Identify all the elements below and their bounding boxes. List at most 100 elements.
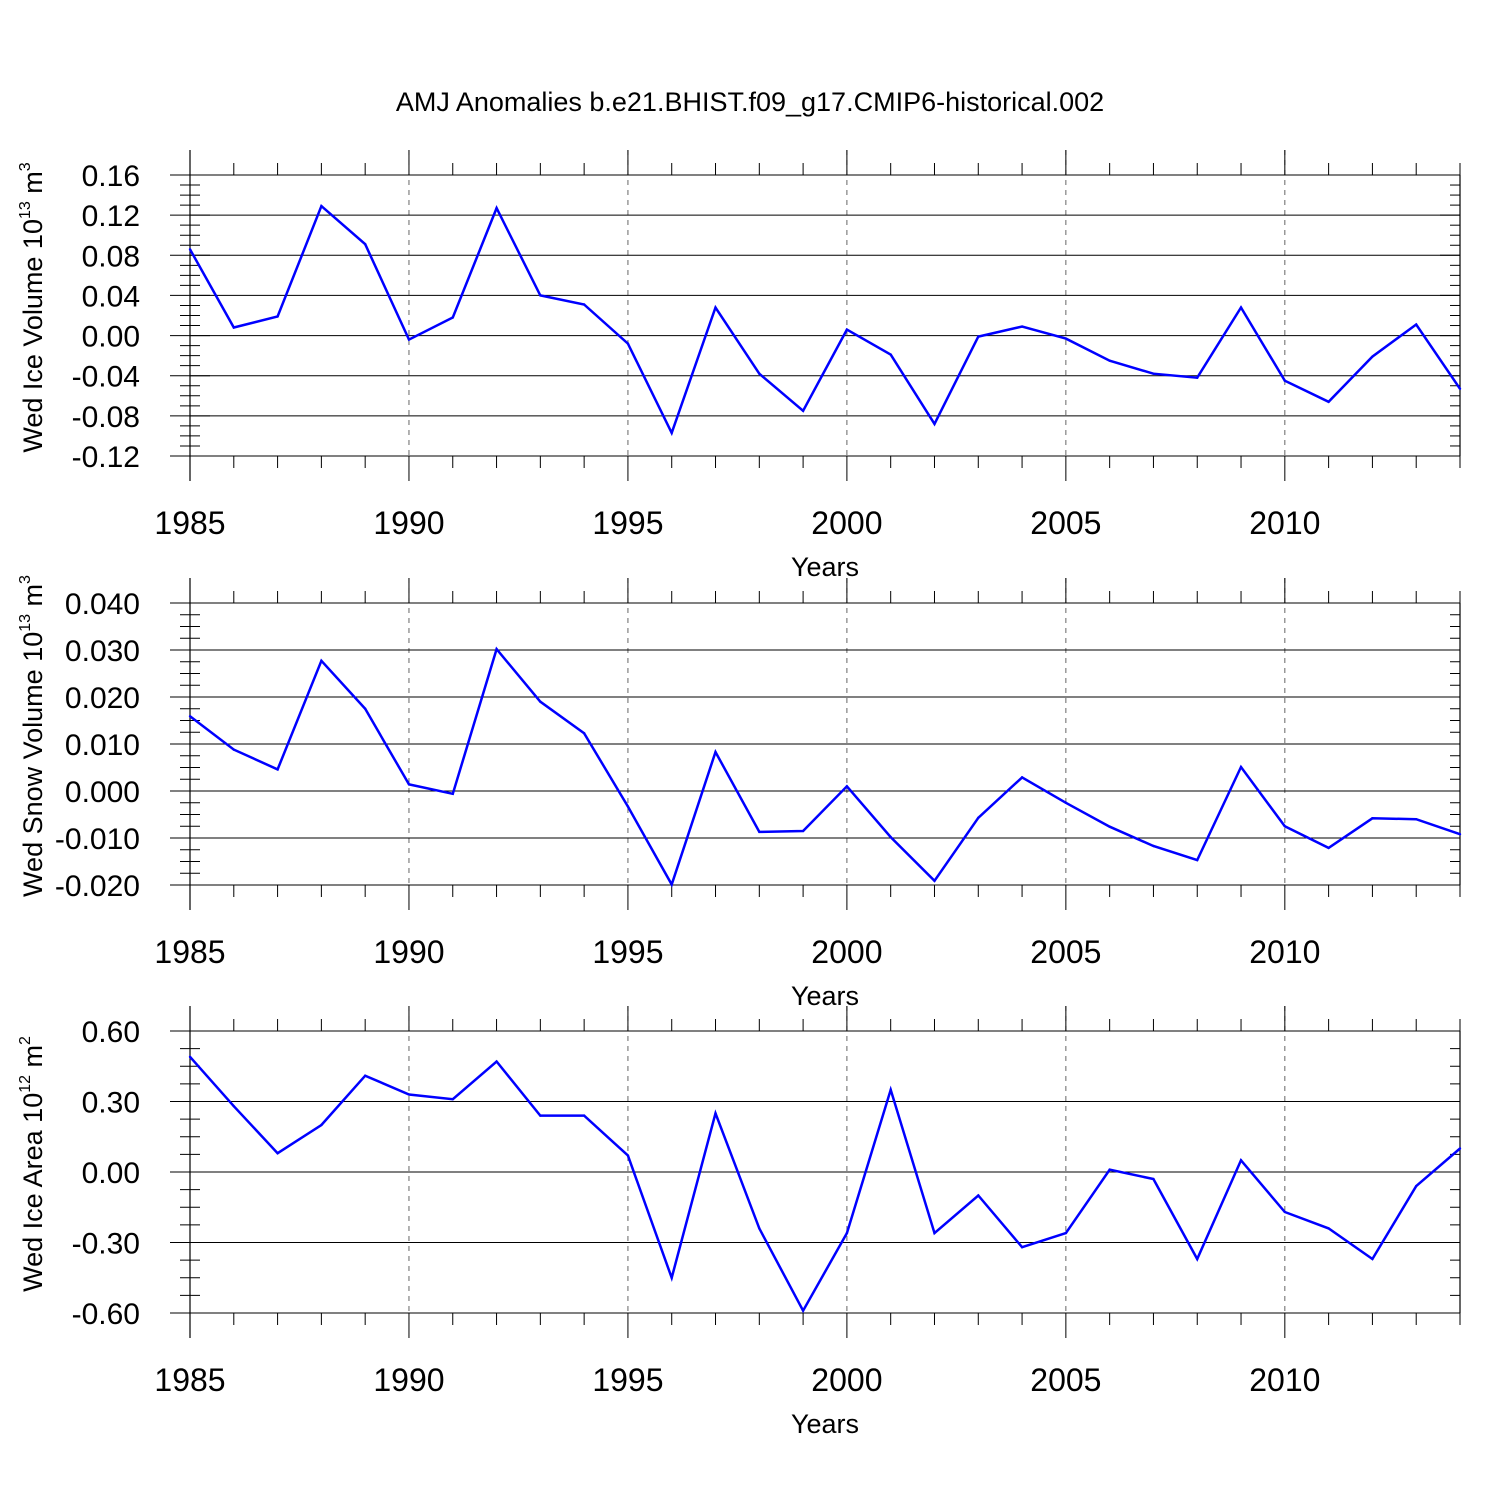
data-point — [188, 248, 192, 251]
x-tick-label: 1995 — [592, 1362, 663, 1398]
y-axis-title-unit-exponent: 2 — [17, 1036, 34, 1045]
data-point — [845, 328, 849, 331]
data-point — [1196, 858, 1199, 862]
y-tick-label: 0.000 — [65, 776, 140, 809]
data-point — [1371, 1257, 1374, 1261]
data-point — [495, 1060, 498, 1063]
data-point — [977, 335, 980, 338]
data-point — [539, 1114, 542, 1117]
y-tick-label: -0.60 — [72, 1298, 140, 1331]
data-point — [582, 731, 586, 735]
data-point — [977, 1194, 980, 1197]
x-tick-label: 2005 — [1030, 1362, 1101, 1398]
series-line-ice-area — [189, 1055, 1461, 1314]
x-tick-label: 2005 — [1030, 505, 1101, 541]
y-axis-title-main: Wed Ice Volume 10 — [18, 219, 48, 453]
data-point — [801, 409, 805, 413]
y-axis-title-unit-exponent: 3 — [17, 575, 34, 584]
y-axis-title-unit-exponent: 3 — [17, 162, 34, 171]
data-point — [1371, 355, 1374, 358]
chart-title: AMJ Anomalies b.e21.BHIST.f09_g17.CMIP6-… — [396, 87, 1104, 117]
x-tick-label: 1990 — [373, 934, 444, 970]
data-point — [320, 204, 323, 208]
x-tick-label: 2000 — [811, 1362, 882, 1398]
x-tick-label: 2010 — [1249, 1362, 1320, 1398]
data-point — [1283, 825, 1287, 828]
y-axis-title-main: Wed Snow Volume 10 — [18, 632, 48, 897]
x-axis-title: Years — [791, 981, 859, 1011]
x-tick-label: 2000 — [811, 934, 882, 970]
y-axis-title-unit: m — [18, 1045, 48, 1075]
data-point — [1020, 1246, 1024, 1249]
y-tick-label: 0.16 — [82, 160, 140, 193]
y-tick-label: -0.020 — [55, 870, 140, 903]
y-tick-label: 0.030 — [65, 635, 140, 668]
data-point — [977, 816, 980, 819]
data-point — [1458, 1147, 1462, 1150]
data-point — [626, 1154, 630, 1157]
data-point — [1196, 1257, 1199, 1261]
data-point — [1152, 844, 1155, 848]
data-point — [1327, 1227, 1330, 1230]
data-point — [1239, 306, 1243, 309]
y-tick-label: 0.010 — [65, 729, 140, 762]
data-point — [1196, 376, 1199, 379]
data-point — [1108, 1168, 1111, 1171]
data-point — [1020, 776, 1024, 779]
data-point — [889, 1088, 892, 1091]
data-point — [582, 303, 586, 306]
panel-snow-volume: 0.040 0.030 0.020 0.010 0.000 -0.010 -0.020 198… — [17, 575, 1462, 1011]
data-point — [758, 372, 761, 375]
data-point — [1152, 372, 1155, 375]
data-point — [188, 715, 192, 718]
data-point — [495, 206, 498, 210]
y-tick-label: 0.04 — [82, 280, 140, 313]
data-point — [320, 659, 323, 663]
data-point — [1108, 359, 1111, 362]
data-point — [1064, 337, 1068, 340]
x-tick-label: 1985 — [154, 934, 225, 970]
series-line-ice-volume — [188, 203, 1462, 437]
data-point — [276, 1152, 279, 1155]
x-tick-label: 2010 — [1249, 505, 1320, 541]
data-point — [670, 431, 673, 435]
data-point — [232, 748, 235, 751]
x-tick-label: 1985 — [154, 1362, 225, 1398]
data-point — [451, 316, 454, 319]
x-tick-label: 1995 — [592, 934, 663, 970]
data-point — [1371, 817, 1374, 820]
y-tick-label: -0.04 — [72, 361, 140, 394]
data-point — [188, 1055, 192, 1059]
panel-ice-volume: 0.16 0.12 0.08 0.04 0.00 -0.04 -0.08 -0.12 1985 1… — [17, 150, 1462, 582]
data-point — [276, 315, 279, 318]
y-axis-title: Wed Ice Area 1012 m2 — [17, 1036, 48, 1292]
x-tick-label: 2005 — [1030, 934, 1101, 970]
x-tick-label: 1995 — [592, 505, 663, 541]
data-point — [539, 294, 542, 297]
data-point — [801, 1309, 805, 1312]
data-point — [933, 879, 936, 882]
data-point — [845, 1231, 849, 1235]
data-point — [320, 1123, 323, 1127]
data-point — [1239, 1159, 1243, 1162]
data-point — [1064, 1231, 1068, 1235]
y-axis-title-exponent: 12 — [17, 1075, 34, 1093]
y-tick-label: 0.020 — [65, 682, 140, 715]
y-tick-label: -0.30 — [72, 1228, 140, 1261]
data-point — [1327, 846, 1330, 850]
y-axis-title: Wed Snow Volume 1013 m3 — [17, 575, 48, 897]
y-tick-label: 0.60 — [82, 1016, 140, 1049]
data-point — [451, 1097, 454, 1101]
y-axis-title-unit: m — [18, 171, 48, 201]
y-tick-label: 0.08 — [82, 240, 140, 273]
data-point — [714, 306, 717, 309]
data-point — [539, 700, 542, 703]
y-tick-label: 0.12 — [82, 200, 140, 233]
y-tick-label: -0.010 — [55, 823, 140, 856]
y-axis-title-exponent: 13 — [17, 201, 34, 219]
data-point — [582, 1114, 586, 1117]
x-axis-title: Years — [791, 1409, 859, 1439]
data-point — [626, 342, 630, 345]
